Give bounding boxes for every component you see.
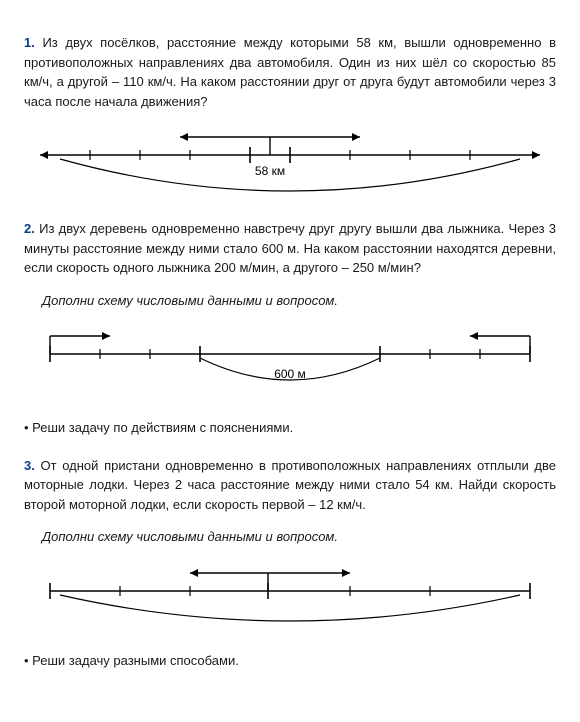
problem-3-after: • Реши задачу разными способами. [24, 651, 556, 671]
problem-2-text: 2. Из двух деревень одновременно навстре… [24, 219, 556, 278]
diagram-1: 58 км [30, 125, 550, 201]
problem-1-num: 1. [24, 35, 35, 50]
problem-2: 2. Из двух деревень одновременно навстре… [24, 219, 556, 438]
problem-1: 1. Из двух посёлков, расстояние между ко… [24, 33, 556, 201]
problem-2-num: 2. [24, 221, 35, 236]
problem-1-body: Из двух посёлков, расстояние между котор… [24, 35, 556, 109]
diagram-3 [30, 561, 550, 633]
problem-2-body: Из двух деревень одновременно навстречу … [24, 221, 556, 275]
problem-3-text: 3. От одной пристани одновременно в прот… [24, 456, 556, 515]
diagram-2: 600 м [30, 324, 550, 400]
problem-2-sub: Дополни схему числовыми данными и вопрос… [24, 291, 556, 311]
problem-1-text: 1. Из двух посёлков, расстояние между ко… [24, 33, 556, 111]
diagram-2-label: 600 м [274, 367, 306, 381]
problem-3-body: От одной пристани одновременно в противо… [24, 458, 556, 512]
problem-2-after: • Реши задачу по действиям с пояснениями… [24, 418, 556, 438]
problem-3: 3. От одной пристани одновременно в прот… [24, 456, 556, 671]
problem-3-num: 3. [24, 458, 35, 473]
problem-3-sub: Дополни схему числовыми данными и вопрос… [24, 527, 556, 547]
diagram-1-label: 58 км [255, 164, 285, 178]
